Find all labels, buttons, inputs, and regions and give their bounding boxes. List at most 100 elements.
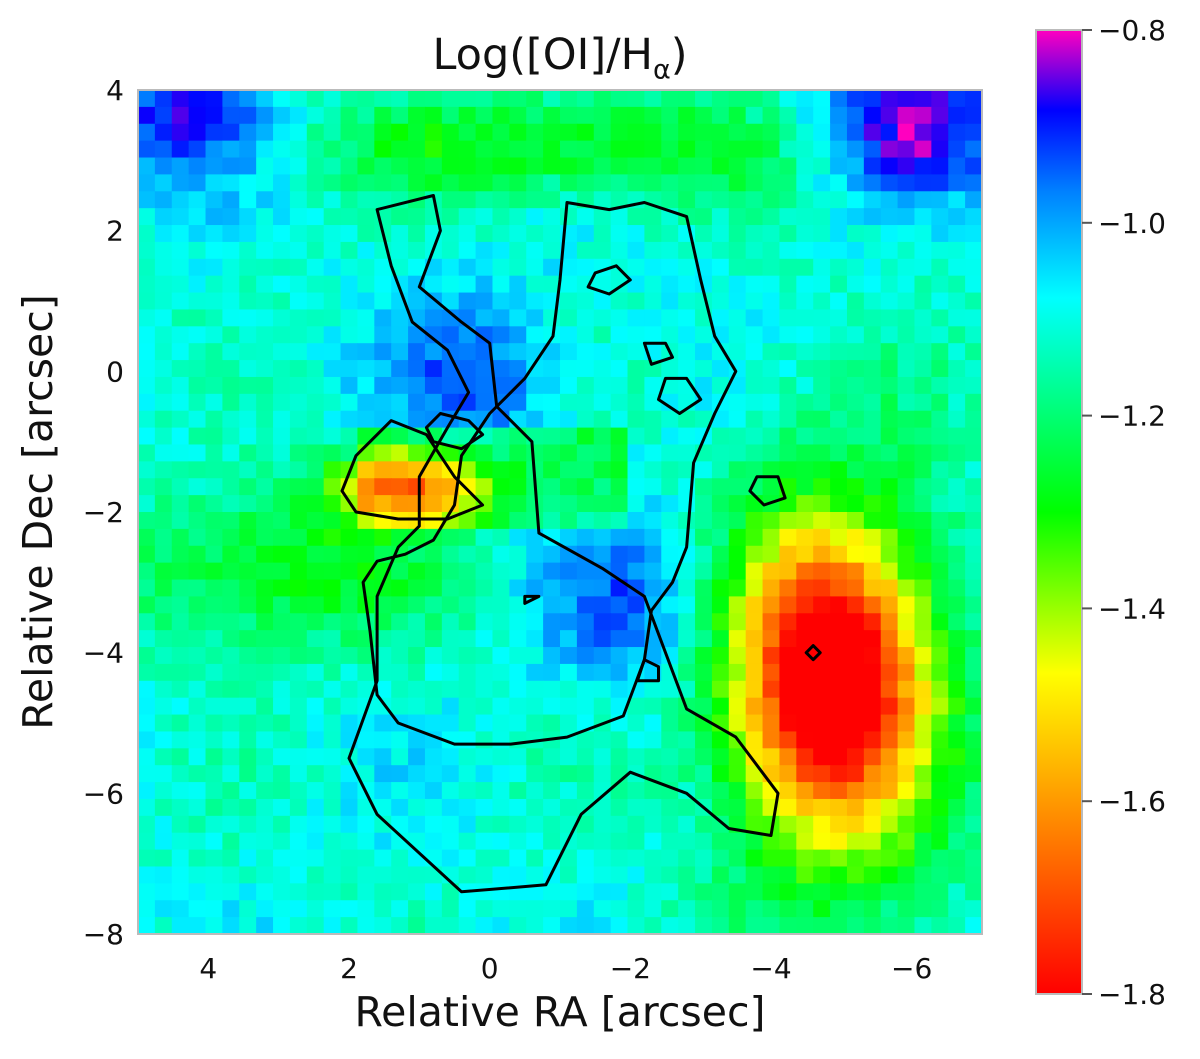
- heatmap-cell: [357, 157, 375, 175]
- heatmap-cell: [357, 495, 375, 513]
- heatmap-cell: [205, 410, 223, 429]
- heatmap-cell: [357, 461, 375, 479]
- heatmap-cell: [492, 815, 510, 834]
- heatmap-cell: [408, 647, 426, 665]
- heatmap-cell: [475, 326, 494, 344]
- heatmap-cell: [762, 545, 781, 564]
- heatmap-cell: [931, 714, 949, 733]
- heatmap-cell: [526, 613, 544, 631]
- heatmap-cell: [695, 157, 713, 175]
- heatmap-cell: [526, 191, 544, 209]
- heatmap-cell: [627, 90, 645, 108]
- heatmap-cell: [661, 90, 679, 108]
- heatmap-cell: [256, 478, 274, 496]
- heatmap-cell: [863, 512, 882, 530]
- heatmap-cell: [458, 225, 477, 243]
- heatmap-cell: [796, 782, 814, 800]
- heatmap-cell: [475, 714, 494, 733]
- heatmap-cell: [948, 427, 966, 446]
- heatmap-cell: [593, 376, 612, 395]
- heatmap-cell: [424, 782, 443, 800]
- heatmap-cell: [154, 917, 173, 934]
- heatmap-cell: [424, 478, 443, 496]
- heatmap-cell: [678, 326, 696, 344]
- heatmap-cell: [441, 309, 460, 327]
- heatmap-cell: [492, 900, 510, 918]
- heatmap-cell: [695, 849, 713, 868]
- heatmap-cell: [138, 292, 156, 311]
- heatmap-cell: [610, 832, 629, 851]
- heatmap-cell: [306, 225, 325, 243]
- heatmap-cell: [863, 579, 882, 597]
- heatmap-cell: [340, 140, 359, 159]
- heatmap-cell: [256, 360, 274, 378]
- heatmap-cell: [745, 275, 764, 294]
- heatmap-cell: [678, 613, 696, 631]
- heatmap-cell: [644, 174, 662, 192]
- heatmap-cell: [289, 360, 308, 378]
- heatmap-cell: [424, 917, 443, 934]
- heatmap-cell: [661, 866, 679, 884]
- heatmap-cell: [593, 782, 612, 800]
- heatmap-cell: [357, 225, 375, 243]
- heatmap-cell: [627, 461, 645, 479]
- heatmap-cell: [762, 461, 781, 479]
- heatmap-cell: [340, 191, 359, 209]
- heatmap-cell: [408, 444, 426, 462]
- heatmap-cell: [391, 174, 409, 192]
- heatmap-cell: [289, 731, 308, 749]
- heatmap-cell: [492, 562, 510, 581]
- heatmap-cell: [863, 765, 882, 783]
- heatmap-cell: [762, 343, 781, 361]
- heatmap-cell: [593, 596, 612, 614]
- heatmap-cell: [610, 292, 629, 311]
- heatmap-cell: [273, 782, 291, 800]
- plot-frame: [137, 89, 983, 935]
- heatmap-cell: [441, 596, 460, 614]
- heatmap-cell: [678, 410, 696, 429]
- heatmap-cell: [779, 832, 797, 851]
- heatmap-cell: [948, 562, 966, 581]
- heatmap-cell: [222, 680, 240, 699]
- heatmap-cell: [796, 663, 814, 682]
- heatmap-cell: [289, 241, 308, 260]
- heatmap-cell: [475, 376, 494, 395]
- heatmap-cell: [188, 579, 207, 597]
- heatmap-cell: [863, 545, 882, 564]
- heatmap-cell: [863, 140, 882, 159]
- heatmap-cell: [340, 410, 359, 429]
- heatmap-cell: [171, 697, 190, 716]
- heatmap-cell: [593, 106, 612, 125]
- heatmap-cell: [796, 917, 814, 934]
- heatmap-cell: [526, 697, 544, 716]
- heatmap-cell: [745, 647, 764, 665]
- heatmap-cell: [830, 545, 848, 564]
- heatmap-cell: [492, 613, 510, 631]
- heatmap-cell: [863, 647, 882, 665]
- heatmap-cell: [171, 140, 190, 159]
- heatmap-cell: [644, 292, 662, 311]
- heatmap-cell: [357, 326, 375, 344]
- heatmap-cell: [374, 393, 392, 412]
- heatmap-cell: [306, 174, 325, 192]
- heatmap-cell: [678, 360, 696, 378]
- heatmap-cell: [948, 157, 966, 175]
- heatmap-cell: [154, 376, 173, 395]
- heatmap-cell: [340, 782, 359, 800]
- heatmap-cell: [610, 562, 629, 581]
- heatmap-cell: [306, 495, 325, 513]
- heatmap-cell: [576, 832, 595, 851]
- heatmap-cell: [610, 225, 629, 243]
- heatmap-cell: [644, 444, 662, 462]
- heatmap-cell: [897, 427, 916, 446]
- heatmap-cell: [391, 596, 409, 614]
- heatmap-cell: [593, 241, 612, 260]
- heatmap-cell: [408, 782, 426, 800]
- heatmap-cell: [931, 241, 949, 260]
- heatmap-cell: [661, 528, 679, 547]
- y-tick-label: 4: [106, 74, 124, 107]
- heatmap-cell: [509, 714, 527, 733]
- heatmap-cell: [711, 528, 730, 547]
- heatmap-cell: [728, 883, 747, 901]
- heatmap-cell: [644, 461, 662, 479]
